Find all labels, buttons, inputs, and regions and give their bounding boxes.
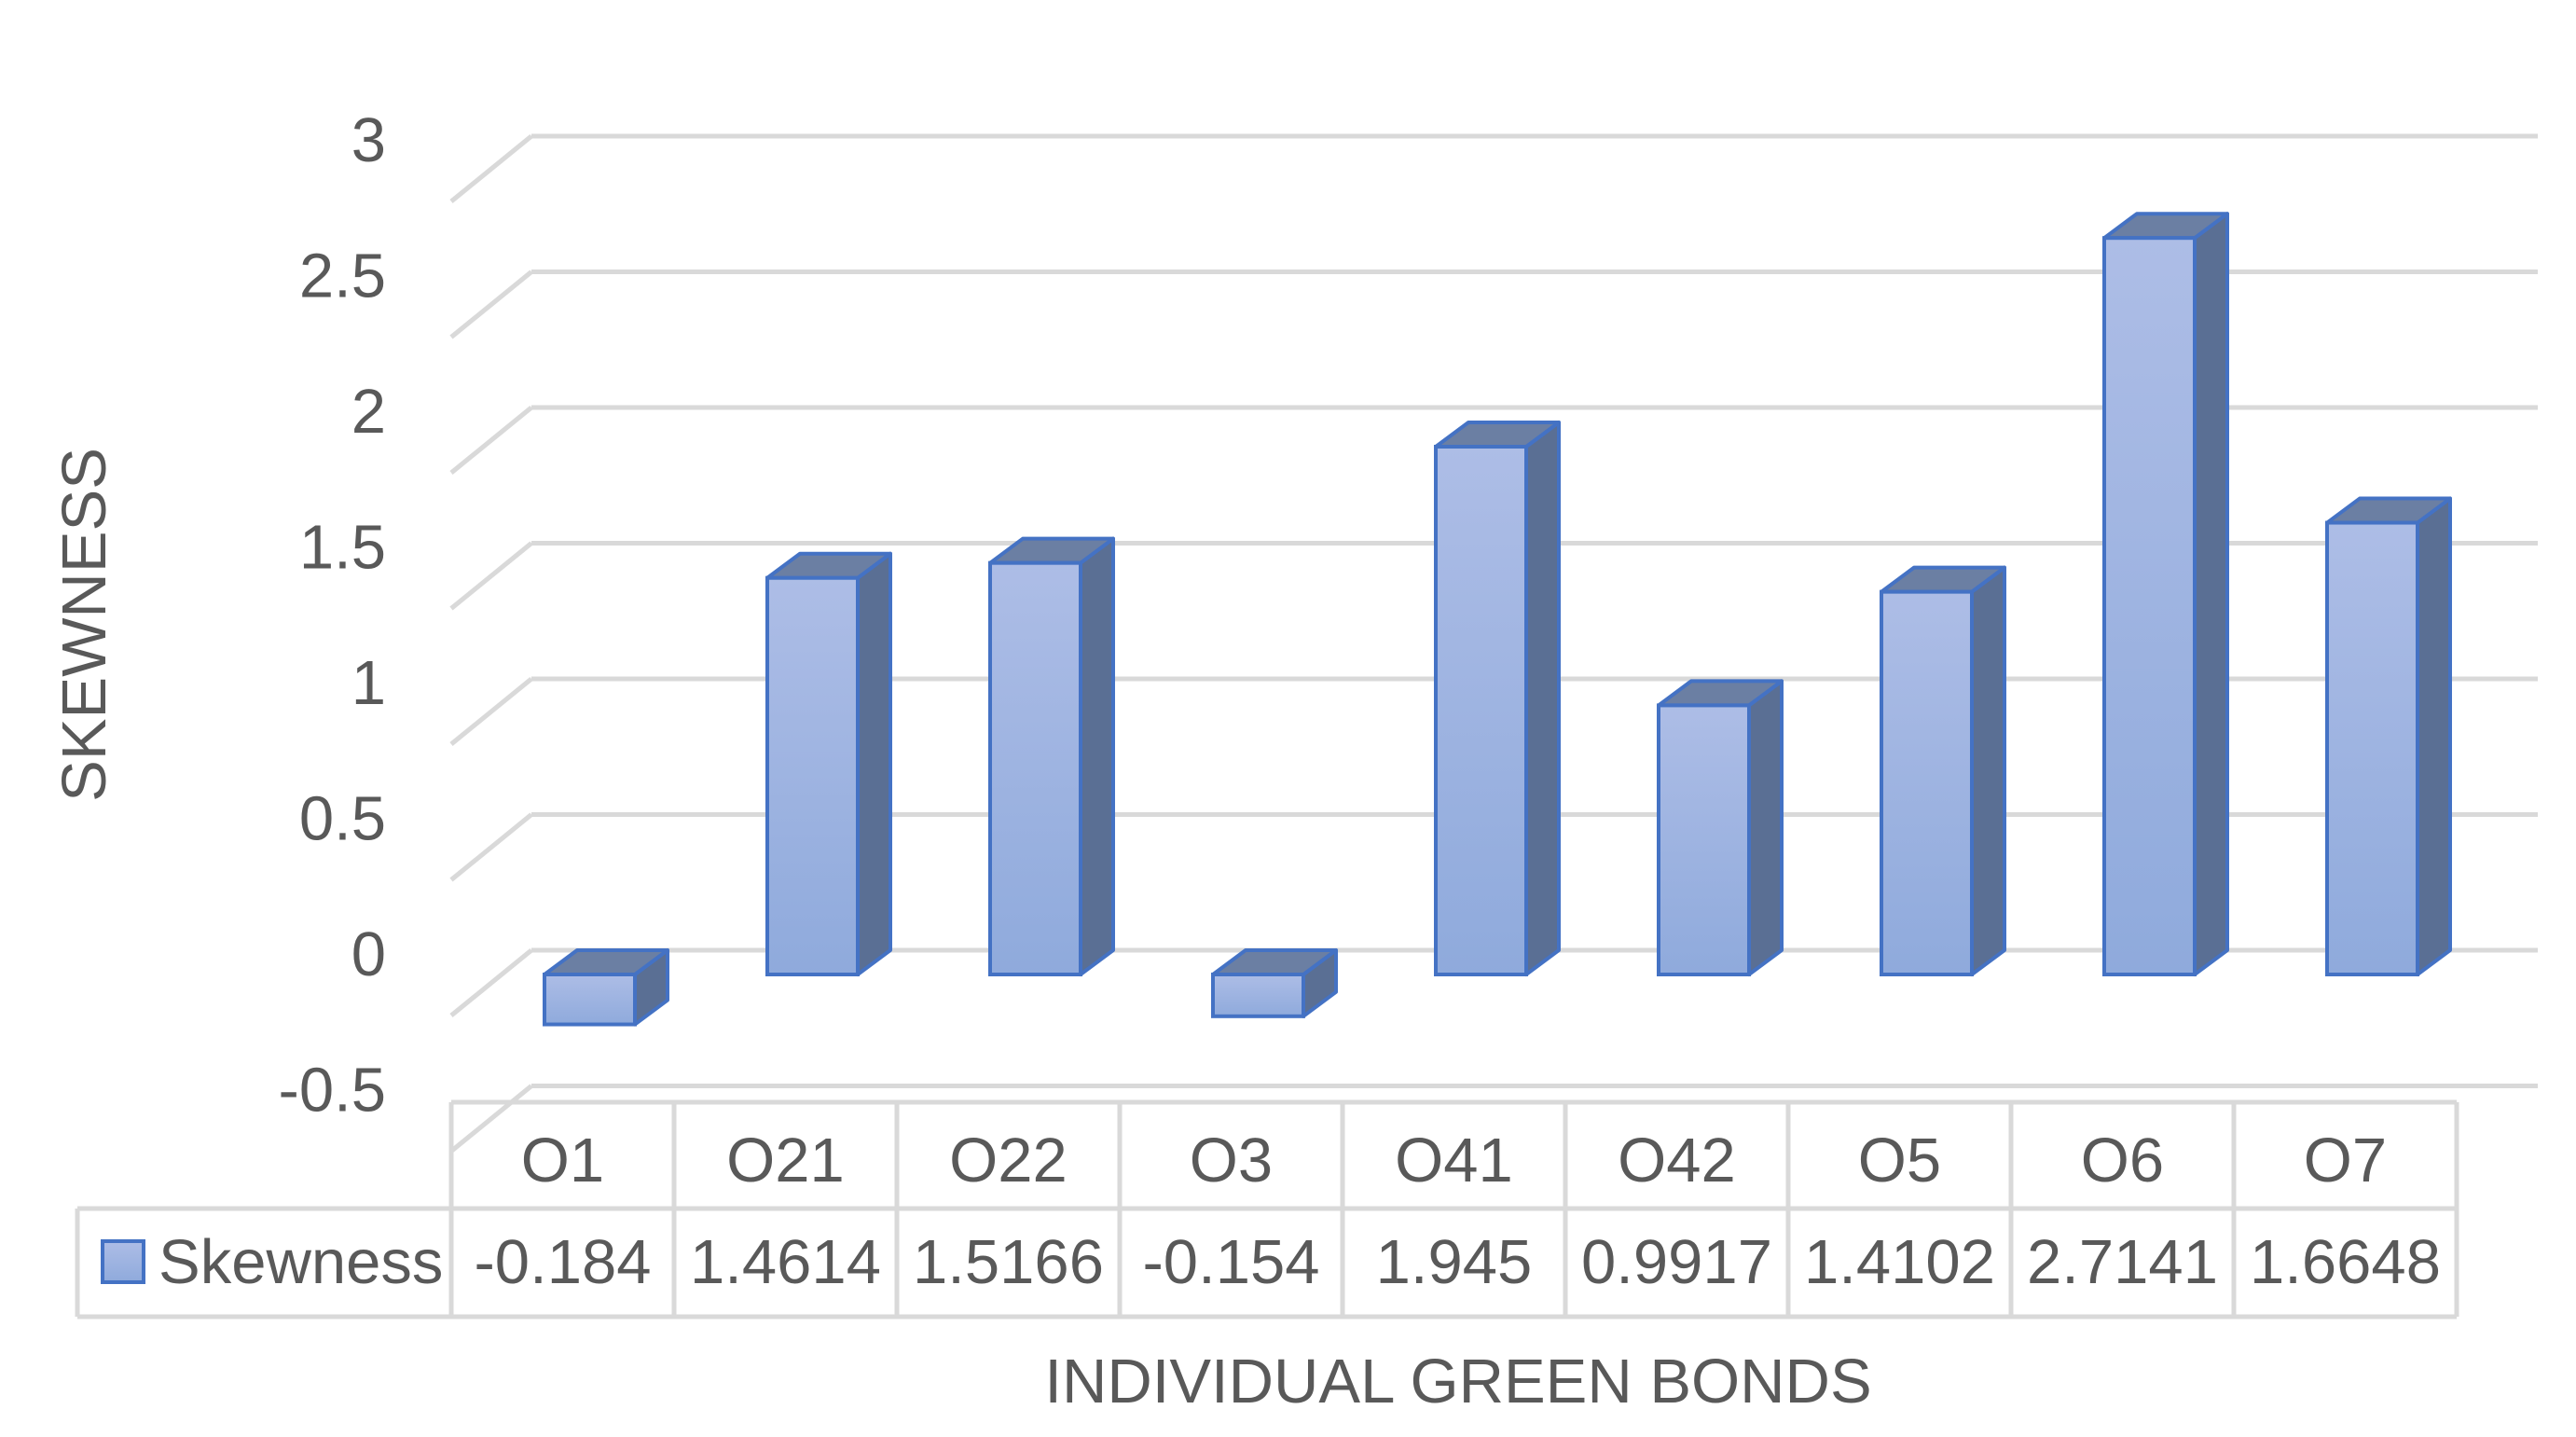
data-label: 1.6648 [2250, 1227, 2441, 1297]
x-tick-label: O1 [521, 1126, 604, 1195]
y-tick-label: 3 [351, 105, 386, 175]
data-label: 1.4102 [1804, 1227, 1995, 1297]
bar-O41 [1434, 421, 1561, 976]
gridline [449, 1084, 2538, 1154]
y-axis-ticks: -0.5 0 0.5 1 1.5 2 2.5 3 [279, 105, 386, 1126]
gridline-depth [449, 134, 533, 203]
gridline-depth [449, 812, 533, 882]
bar-O22 [988, 536, 1115, 976]
bar-front [2325, 520, 2419, 976]
bars [543, 212, 2452, 1027]
bar-O42 [1657, 679, 1784, 976]
x-tick-label: O42 [1618, 1126, 1736, 1195]
x-tick-label: O3 [1190, 1126, 1273, 1195]
bar-O7 [2325, 496, 2452, 976]
gridline-depth [449, 541, 533, 611]
y-tick-label: 2.5 [299, 242, 386, 311]
legend-label: Skewness [158, 1227, 443, 1297]
bar-side [1970, 565, 2006, 976]
y-axis-title: SKEWNESS [49, 448, 119, 802]
x-tick-label: O41 [1395, 1126, 1513, 1195]
bar-front [1211, 973, 1305, 1018]
bar-side [2416, 496, 2452, 976]
bar-side [856, 551, 892, 976]
bar-front [1434, 445, 1528, 976]
y-tick-label: 1 [351, 648, 386, 718]
bar-O3 [1211, 948, 1338, 1018]
bar-front [988, 560, 1082, 976]
x-tick-label: O6 [2081, 1126, 2164, 1195]
gridline-depth [449, 1084, 533, 1154]
legend-swatch [101, 1239, 145, 1284]
gridline [449, 133, 2538, 203]
bar-side [1524, 421, 1561, 976]
bar-O6 [2102, 212, 2229, 976]
bar-O21 [765, 551, 892, 976]
data-table: O1 O21 O22 O3 O41 O42 O5 O6 O7 Skewness -0.184 1.46… [75, 1099, 2459, 1320]
bar-front [543, 973, 637, 1027]
x-tick-label: O5 [1858, 1126, 1941, 1195]
y-tick-label: -0.5 [279, 1056, 386, 1126]
y-tick-label: 2 [351, 377, 386, 447]
gridline-depth [449, 948, 533, 1017]
data-label: 1.945 [1376, 1227, 1533, 1297]
bar-front [2102, 236, 2197, 976]
bar-side [2193, 212, 2229, 976]
y-tick-label: 0 [351, 919, 386, 989]
gridline-depth [449, 677, 533, 746]
bar-front [1657, 703, 1751, 976]
x-axis-title: INDIVIDUAL GREEN BONDS [1044, 1347, 1871, 1416]
bar-front [1880, 589, 1974, 976]
y-tick-label: 0.5 [299, 784, 386, 854]
data-label: 2.7141 [2027, 1227, 2218, 1297]
gridline-depth [449, 269, 533, 339]
data-label: 1.5166 [913, 1227, 1104, 1297]
data-label: -0.184 [475, 1227, 652, 1297]
bar-O1 [543, 948, 669, 1027]
data-label: 0.9917 [1581, 1227, 1772, 1297]
x-tick-label: O22 [949, 1126, 1068, 1195]
gridline-depth [449, 406, 533, 475]
bar-O5 [1880, 565, 2006, 976]
x-tick-label: O21 [726, 1126, 845, 1195]
data-label: 1.4614 [690, 1227, 881, 1297]
bar-side [1079, 536, 1115, 976]
y-tick-label: 1.5 [299, 513, 386, 583]
data-label: -0.154 [1143, 1227, 1320, 1297]
bar-side [1747, 679, 1784, 976]
x-tick-label: O7 [2304, 1126, 2387, 1195]
bar-front [765, 575, 860, 976]
